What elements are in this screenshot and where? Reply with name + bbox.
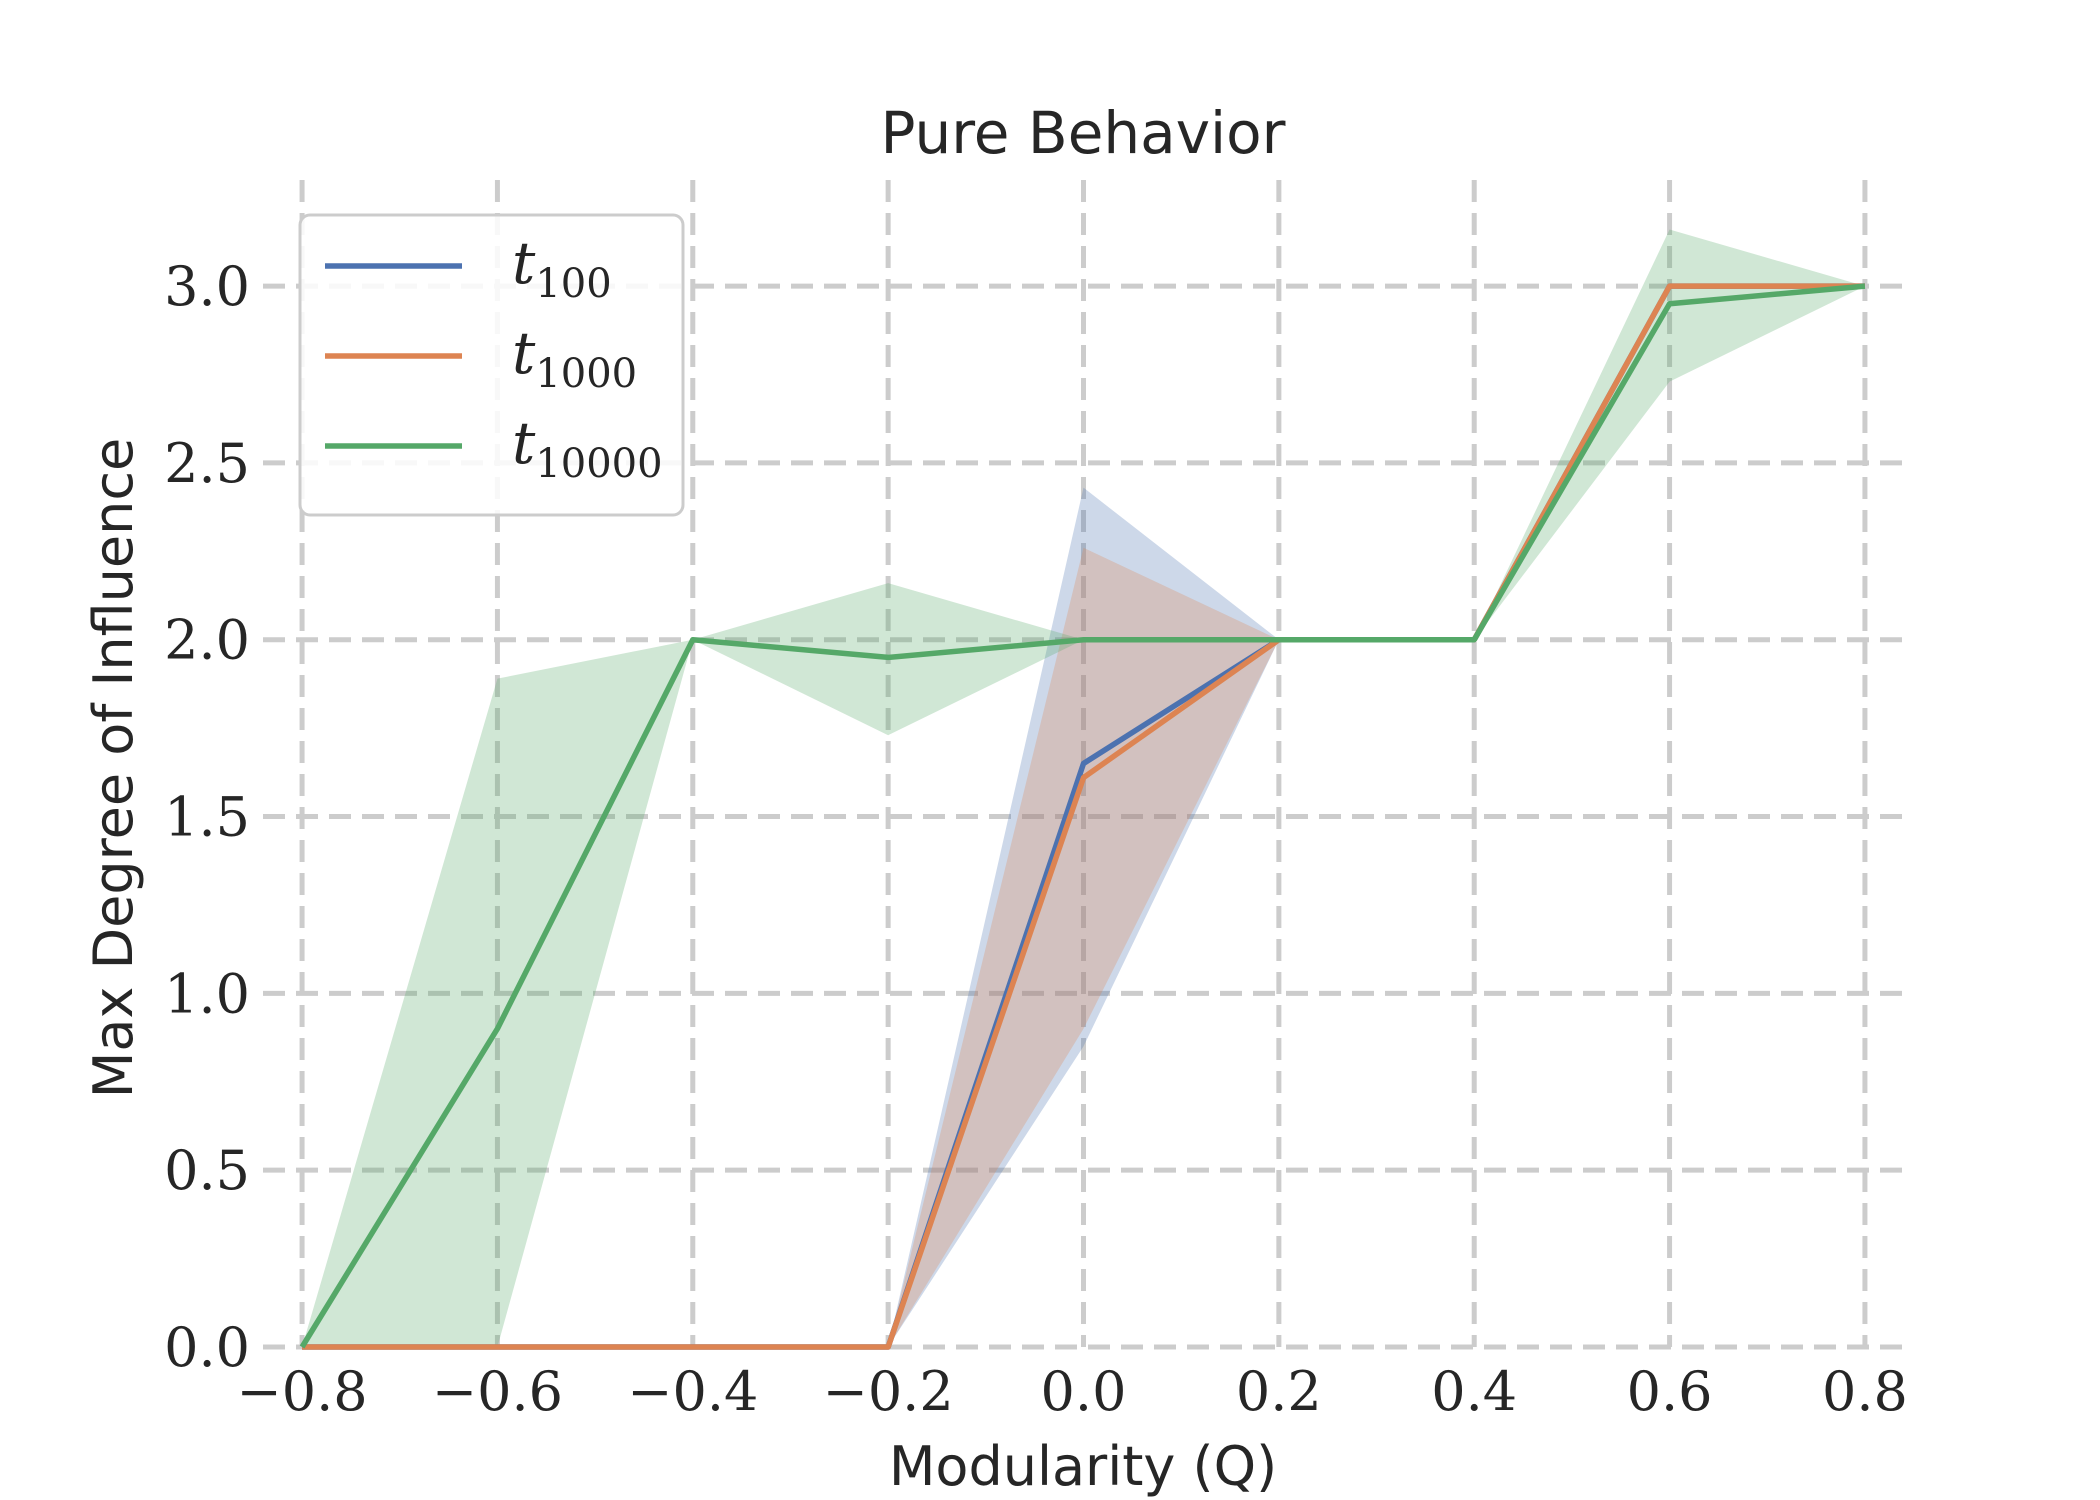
confidence-band-t1000 [302, 286, 1865, 1347]
x-tick-label: −0.2 [823, 1360, 954, 1423]
y-tick-label: 1.0 [164, 962, 250, 1025]
confidence-bands [302, 229, 1865, 1348]
series-line-t1000 [302, 283, 1865, 1350]
x-tick-label: 0.4 [1431, 1360, 1517, 1423]
y-tick-label: 1.5 [164, 786, 250, 849]
x-tick-label: 0.8 [1822, 1360, 1908, 1423]
confidence-band-t100 [302, 286, 1865, 1347]
y-tick-labels: 0.0 0.5 1.0 1.5 2.0 2.5 3.0 [164, 255, 250, 1379]
series-line-t10000 [299, 283, 1866, 1349]
y-tick-label: 2.0 [164, 609, 250, 672]
confidence-band-t10000 [302, 229, 1865, 1348]
y-tick-label: 2.5 [164, 432, 250, 495]
y-tick-label: 0.0 [164, 1316, 250, 1379]
legend-box [298, 213, 685, 517]
x-axis-label: Modularity (Q) [889, 1435, 1277, 1498]
chart-title: Pure Behavior [881, 99, 1286, 167]
y-tick-label: 3.0 [164, 255, 250, 318]
series-lines [299, 283, 1866, 1350]
x-tick-label: 0.2 [1236, 1360, 1322, 1423]
x-tick-label: −0.6 [432, 1360, 563, 1423]
x-tick-label: −0.4 [627, 1360, 758, 1423]
y-tick-label: 0.5 [164, 1139, 250, 1202]
y-axis-label: Max Degree of Influence [82, 438, 145, 1098]
x-tick-label: 0.6 [1627, 1360, 1713, 1423]
x-tick-label: −0.8 [237, 1360, 368, 1423]
x-tick-labels: −0.8 −0.6 −0.4 −0.2 0.0 0.2 0.4 0.6 0.8 [237, 1360, 1908, 1423]
x-tick-label: 0.0 [1041, 1360, 1127, 1423]
